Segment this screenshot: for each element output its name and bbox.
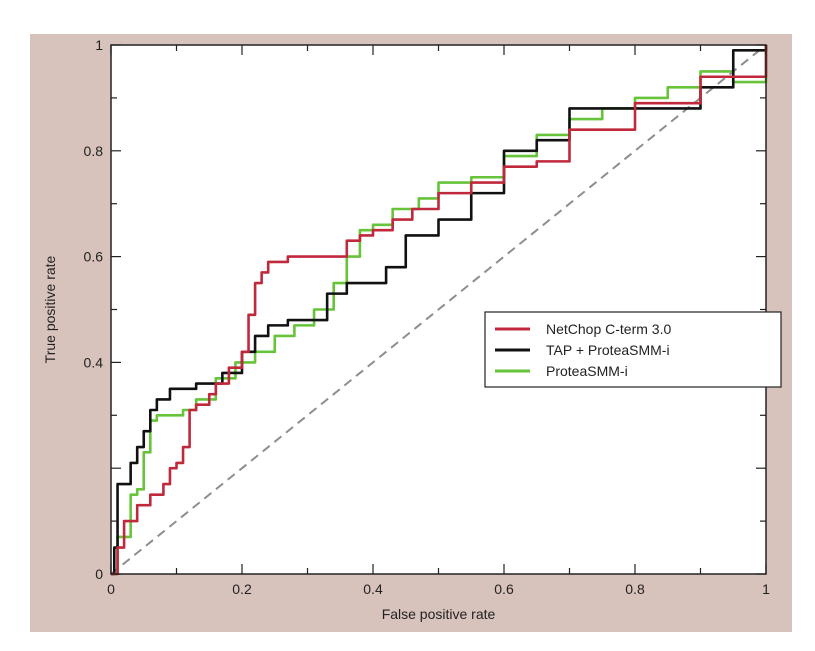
y-tick-label: 0.8 <box>84 143 104 159</box>
y-tick-label: 0 <box>95 566 103 582</box>
series-line-2 <box>111 45 768 576</box>
legend-label: TAP + ProteaSMM-i <box>546 342 670 358</box>
x-tick-label: 0.6 <box>494 581 514 597</box>
reference-diagonal-line <box>110 44 767 575</box>
legend-label: ProteaSMM-i <box>546 363 628 379</box>
series-line-0 <box>111 45 768 576</box>
x-tick-label: 0.8 <box>625 581 645 597</box>
y-tick-label: 1 <box>95 37 103 53</box>
legend-box <box>484 311 782 388</box>
x-axis-title: False positive rate <box>382 606 496 622</box>
y-axis-title: True positive rate <box>42 255 58 363</box>
legend-label: NetChop C-term 3.0 <box>546 321 671 337</box>
y-tick-label: 0.4 <box>84 354 104 370</box>
y-tick-label: 0.6 <box>84 249 104 265</box>
x-tick-label: 0.2 <box>232 581 252 597</box>
x-tick-label: 1 <box>762 581 770 597</box>
x-tick-label: 0.4 <box>363 581 383 597</box>
legend: NetChop C-term 3.0 TAP + ProteaSMM-i Prote… <box>484 311 782 388</box>
x-tick-label: 0 <box>107 581 115 597</box>
